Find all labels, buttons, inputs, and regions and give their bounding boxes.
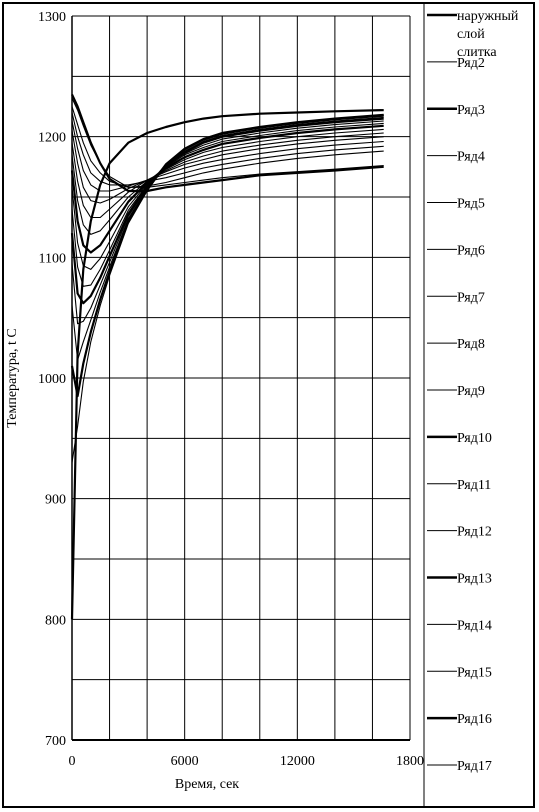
legend-label: Ряд17 [457, 759, 492, 774]
series-line-2 [71, 97, 384, 188]
x-tick-label: 6000 [171, 754, 199, 769]
x-tick-label: 12000 [280, 754, 315, 769]
x-axis-title: Время, сек [175, 777, 239, 792]
legend-label: Ряд13 [457, 572, 492, 587]
series-line-5 [71, 112, 384, 186]
y-tick-label: 1100 [39, 251, 66, 266]
legend-label: Ряд16 [457, 712, 492, 727]
grid [71, 15, 411, 741]
series-lines [70, 93, 384, 620]
legend-label: Ряд4 [457, 150, 485, 165]
series-line-3 [70, 109, 384, 620]
x-tick-label: 1800 [396, 754, 424, 769]
legend-label: слой [457, 27, 485, 42]
tick-labels: 700 800 900 1000 1100 1200 1300 0 6000 12000 1800 [38, 10, 424, 769]
legend-label: слитка [457, 45, 497, 60]
legend-label: Ряд6 [457, 243, 485, 258]
legend-label: Ряд12 [457, 525, 492, 540]
y-tick-label: 1300 [38, 10, 66, 25]
axes [71, 16, 410, 741]
legend-label: Ряд15 [457, 665, 492, 680]
series-line-4 [71, 106, 384, 188]
series-line-16 [70, 113, 384, 398]
series-line-17 [71, 114, 384, 463]
series-line-7 [71, 130, 384, 204]
y-tick-label: 800 [45, 613, 66, 628]
legend-label: Ряд7 [457, 290, 485, 305]
y-tick-label: 1200 [38, 131, 66, 146]
y-tick-label: 700 [45, 734, 66, 749]
series-line-12 [71, 120, 384, 287]
y-axis-title: Температура, t C [5, 328, 20, 428]
x-tick-label: 0 [69, 754, 76, 769]
legend-label: Ряд11 [457, 478, 491, 493]
y-tick-label: 1000 [38, 372, 66, 387]
y-tick-label: 900 [45, 493, 66, 508]
legend-label: Ряд8 [457, 337, 485, 352]
legend-label: Ряд10 [457, 431, 492, 446]
legend-label: Ряд5 [457, 197, 485, 212]
legend-label: Ряд3 [457, 103, 485, 118]
series-line-14 [71, 116, 384, 325]
legend-label: Ряд2 [457, 56, 485, 71]
legend-label: наружный [457, 9, 519, 24]
series-line-1 [71, 93, 384, 193]
legend-label: Ряд14 [457, 618, 492, 633]
series-line-8 [71, 132, 384, 219]
legend-label: Ряд9 [457, 384, 485, 399]
